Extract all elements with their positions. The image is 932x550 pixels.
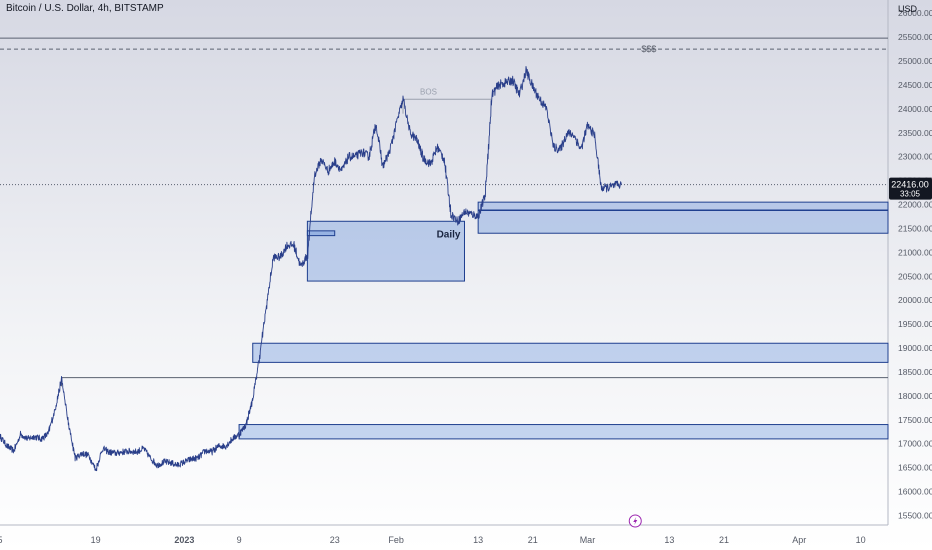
y-tick-label: 23500.00 (898, 128, 932, 138)
x-tick-label: 21 (528, 535, 538, 545)
price-series-line[interactable] (0, 66, 622, 472)
y-tick-label: 26000.00 (898, 8, 932, 18)
demand-zone[interactable] (238, 424, 889, 440)
x-tick-label: 19 (91, 535, 101, 545)
y-tick-label: 16500.00 (898, 463, 932, 473)
y-tick-label: 17500.00 (898, 415, 932, 425)
x-tick-label: 21 (719, 535, 729, 545)
x-tick-label: 9 (237, 535, 242, 545)
y-tick-label: 24000.00 (898, 104, 932, 114)
x-tick-label: 5 (0, 535, 3, 545)
chart-title: Bitcoin / U.S. Dollar, 4h, BITSTAMP (6, 3, 164, 14)
y-tick-label: 20000.00 (898, 295, 932, 305)
demand-zone[interactable] (306, 230, 336, 237)
y-tick-label: 16000.00 (898, 487, 932, 497)
demand-zone[interactable] (477, 201, 889, 234)
x-tick-label: 23 (330, 535, 340, 545)
x-tick-label: 2023 (174, 535, 194, 545)
x-tick-label: 13 (473, 535, 483, 545)
y-tick-label: 21000.00 (898, 247, 932, 257)
currency-label: USD (898, 4, 918, 14)
y-tick-label: 17000.00 (898, 439, 932, 449)
y-tick-label: 20500.00 (898, 271, 932, 281)
liquidity-label: $$$ (641, 44, 656, 54)
last-price-value: 22416.00 (891, 180, 929, 190)
y-tick-label: 18000.00 (898, 391, 932, 401)
y-tick-label: 25000.00 (898, 56, 932, 66)
y-tick-label: 15500.00 (898, 510, 932, 520)
x-tick-label: 13 (664, 535, 674, 545)
y-tick-label: 22000.00 (898, 200, 932, 210)
zone-label-daily: Daily (437, 229, 461, 240)
x-tick-label: Mar (580, 535, 596, 545)
lightning-glyph (633, 517, 638, 525)
bos-label: BOS (420, 88, 437, 97)
bar-countdown: 33:05 (900, 190, 921, 199)
x-tick-label: 10 (856, 535, 866, 545)
y-tick-label: 19000.00 (898, 343, 932, 353)
y-tick-label: 21500.00 (898, 223, 932, 233)
x-tick-label: Feb (388, 535, 404, 545)
y-tick-label: 19500.00 (898, 319, 932, 329)
last-price-badge[interactable] (889, 177, 932, 200)
demand-zone[interactable] (252, 342, 889, 363)
x-tick-label: Apr (792, 535, 806, 545)
y-tick-label: 23000.00 (898, 152, 932, 162)
y-tick-label: 25500.00 (898, 32, 932, 42)
y-tick-label: 18500.00 (898, 367, 932, 377)
y-tick-label: 24500.00 (898, 80, 932, 90)
